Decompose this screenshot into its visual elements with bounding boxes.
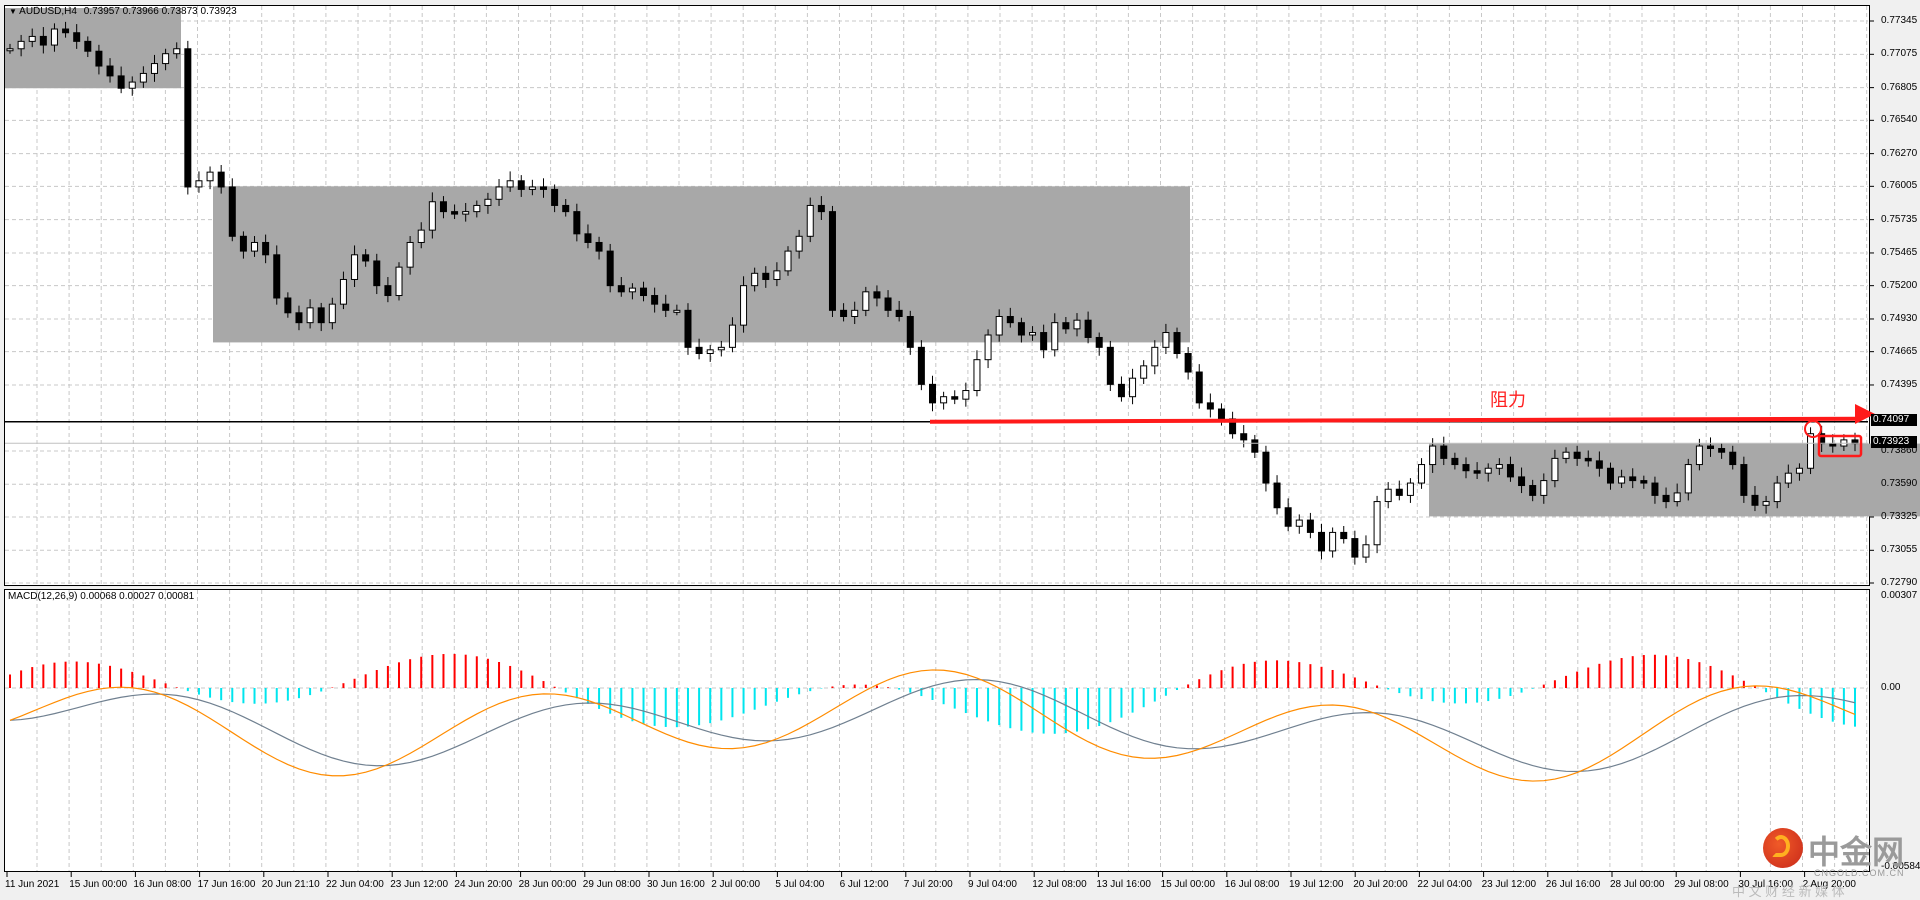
time-axis-label: 5 Jul 04:00 xyxy=(775,879,825,890)
time-axis-label: 2 Aug 20:00 xyxy=(1802,879,1856,890)
price-axis-label: 0.77075 xyxy=(1881,48,1918,60)
time-axis-label: 9 Jul 04:00 xyxy=(968,879,1017,890)
time-axis-label: 16 Jul 08:00 xyxy=(1224,879,1280,890)
time-axis-label: 16 Jun 08:00 xyxy=(133,879,192,890)
time-axis-label: 23 Jun 12:00 xyxy=(390,879,449,890)
time-axis-label: 24 Jun 20:00 xyxy=(454,879,513,890)
time-axis-label: 12 Jul 08:00 xyxy=(1032,879,1087,890)
price-axis-label: 0.75735 xyxy=(1881,213,1918,225)
current-price-tag: 0.73923 xyxy=(1871,436,1917,448)
time-axis-label: 30 Jun 16:00 xyxy=(647,879,705,890)
price-axis-label: 0.76805 xyxy=(1881,81,1918,93)
time-axis-label: 29 Jun 08:00 xyxy=(582,879,641,890)
triangle-down-icon[interactable]: ▼ xyxy=(9,7,17,16)
price-axis-label: 0.75200 xyxy=(1881,279,1918,291)
time-axis-label: 15 Jul 00:00 xyxy=(1160,879,1216,890)
time-axis-label: 6 Jul 12:00 xyxy=(839,879,889,890)
price-axis-label: 0.76270 xyxy=(1881,147,1918,159)
logo-swirl-icon xyxy=(1772,835,1790,857)
brand-name: 中金网 xyxy=(1808,834,1905,870)
time-axis-label: 20 Jul 20:00 xyxy=(1353,879,1408,890)
price-axis-label: 0.76005 xyxy=(1881,180,1918,192)
price-axis-label: 0.73860 xyxy=(1881,444,1918,456)
macd-axis-label: -0.00584 xyxy=(1881,861,1920,872)
symbol-label: AUDUSD,H4 xyxy=(19,6,77,17)
time-axis-label: 13 Jul 16:00 xyxy=(1096,879,1151,890)
resistance-price-tag: 0.74097 xyxy=(1871,414,1917,426)
price-axis-label: 0.73325 xyxy=(1881,510,1918,522)
price-axis-label: 0.75465 xyxy=(1881,246,1918,258)
time-axis-label: 28 Jul 00:00 xyxy=(1610,879,1665,890)
price-axis-label: 0.73590 xyxy=(1881,478,1918,490)
brand-domain: CNGOLD.COM.CN xyxy=(1814,868,1905,878)
watermark: 中金网 CNGOLD.COM.CN 中 文 财 经 新 媒 体 xyxy=(1732,825,1920,899)
time-axis-label: 15 Jun 00:00 xyxy=(69,879,128,890)
macd-header: MACD(12,26,9) 0.00068 0.00027 0.00081 xyxy=(8,591,195,602)
price-axis-label: 0.74665 xyxy=(1881,345,1918,357)
time-axis-label: 7 Jul 20:00 xyxy=(903,879,953,890)
price-axis-label: 0.72790 xyxy=(1881,577,1918,588)
time-axis-label: 26 Jul 16:00 xyxy=(1545,879,1601,890)
price-axis-label: 0.74395 xyxy=(1881,378,1918,390)
brand-tagline: 中 文 财 经 新 媒 体 xyxy=(1732,884,1845,899)
macd-indicator-panel[interactable] xyxy=(4,589,1870,872)
time-axis-label: 20 Jun 21:10 xyxy=(261,879,320,890)
symbol-header: ▼ AUDUSD,H4 0.73957 0.73966 0.73873 0.73… xyxy=(9,6,237,17)
resistance-label: 阻力 xyxy=(1490,390,1526,410)
macd-axis-label: 0.00307 xyxy=(1881,590,1918,601)
time-axis-label: 29 Jul 08:00 xyxy=(1674,879,1729,890)
time-axis-label: 28 Jun 00:00 xyxy=(518,879,577,890)
time-axis-label: 17 Jun 16:00 xyxy=(197,879,256,890)
macd-axis-label: 0.00 xyxy=(1881,682,1901,693)
price-axis-label: 0.77345 xyxy=(1881,15,1918,26)
price-axis-label: 0.73055 xyxy=(1881,544,1918,556)
price-axis-label: 0.74930 xyxy=(1881,312,1918,324)
time-axis-label: 30 Jul 16:00 xyxy=(1738,879,1793,890)
time-axis-label: 19 Jul 12:00 xyxy=(1289,879,1344,890)
price-axis-label: 0.76540 xyxy=(1881,114,1918,126)
time-axis-label: 22 Jul 04:00 xyxy=(1417,879,1472,890)
time-axis-label: 11 Jun 2021 xyxy=(5,879,60,890)
time-axis-label: 2 Jul 00:00 xyxy=(711,879,761,890)
time-axis-label: 22 Jun 04:00 xyxy=(326,879,384,890)
time-axis-label: 23 Jul 12:00 xyxy=(1481,879,1537,890)
ohlc-values: 0.73957 0.73966 0.73873 0.73923 xyxy=(83,6,237,17)
